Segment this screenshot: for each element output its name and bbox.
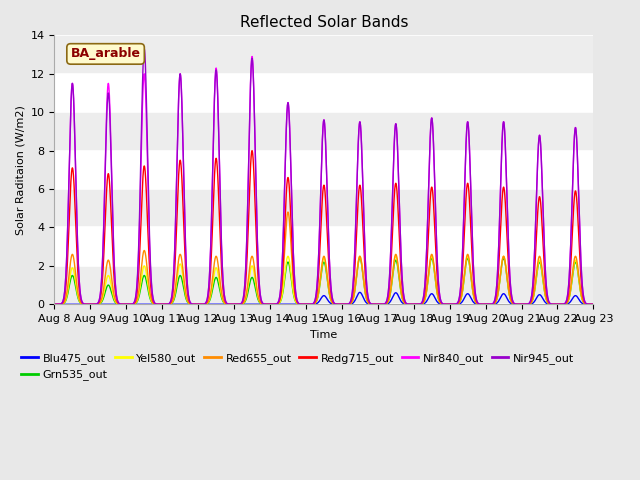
Text: BA_arable: BA_arable (70, 48, 141, 60)
Legend: Blu475_out, Grn535_out, Yel580_out, Red655_out, Redg715_out, Nir840_out, Nir945_: Blu475_out, Grn535_out, Yel580_out, Red6… (17, 348, 579, 385)
Bar (54, 189, 593, 228)
Bar (54, 112, 593, 151)
X-axis label: Time: Time (310, 330, 337, 339)
Bar (54, 36, 593, 74)
Bar (54, 266, 593, 304)
Y-axis label: Solar Raditaion (W/m2): Solar Raditaion (W/m2) (15, 105, 25, 235)
Title: Reflected Solar Bands: Reflected Solar Bands (239, 15, 408, 30)
